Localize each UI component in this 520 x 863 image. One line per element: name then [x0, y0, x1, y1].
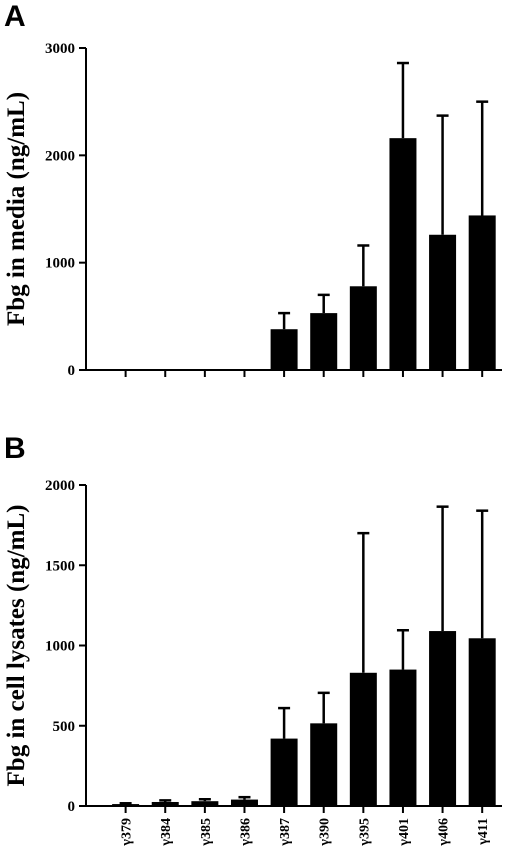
y-axis-label: Fbg in cell lysates (ng/mL) — [3, 505, 30, 787]
bar — [112, 804, 140, 806]
bar — [270, 738, 298, 806]
panel-a-letter: A — [4, 0, 26, 33]
y-tick-label: 2000 — [45, 478, 75, 494]
y-tick-label: 3000 — [45, 41, 75, 57]
bar — [349, 672, 377, 806]
y-tick-label: 2000 — [45, 148, 75, 164]
y-tick-label: 1000 — [45, 639, 75, 655]
panel-b-letter: B — [4, 432, 26, 465]
x-tick-label: γ386 — [238, 818, 253, 847]
bar — [310, 723, 338, 806]
bar — [230, 799, 258, 806]
bar — [429, 631, 457, 806]
panel-a-chart: 0 1000 2000 3000 Fbg in media (ng/mL) — [3, 41, 502, 379]
x-tick-label: γ379 — [120, 818, 135, 847]
x-tick-label: γ387 — [278, 818, 293, 847]
bar — [389, 669, 417, 806]
y-tick-label: 500 — [53, 719, 76, 735]
bar — [270, 329, 298, 370]
bar — [349, 286, 377, 370]
x-tick-label: γ395 — [357, 818, 372, 847]
bar — [429, 234, 457, 370]
bar — [310, 313, 338, 370]
x-tick-label: γ401 — [397, 818, 412, 847]
y-tick-label: 0 — [68, 363, 76, 379]
x-tick-label: γ411 — [476, 818, 491, 846]
y-tick-label: 0 — [68, 799, 76, 815]
x-tick-label: γ385 — [199, 818, 214, 847]
bar — [389, 138, 417, 370]
x-tick-label: γ390 — [318, 818, 333, 847]
x-tick-label: γ406 — [437, 818, 452, 847]
bar — [468, 638, 496, 806]
bar — [191, 801, 219, 806]
x-tick-label: γ384 — [159, 818, 174, 847]
y-tick-label: 1500 — [45, 558, 75, 574]
y-axis-label: Fbg in media (ng/mL) — [3, 92, 30, 326]
bar — [151, 801, 179, 806]
panel-b-chart: 0 500 1000 1500 2000 Fbg in cell lysates (ng/… — [3, 478, 502, 847]
y-tick-label: 1000 — [45, 256, 75, 272]
bar — [468, 215, 496, 370]
